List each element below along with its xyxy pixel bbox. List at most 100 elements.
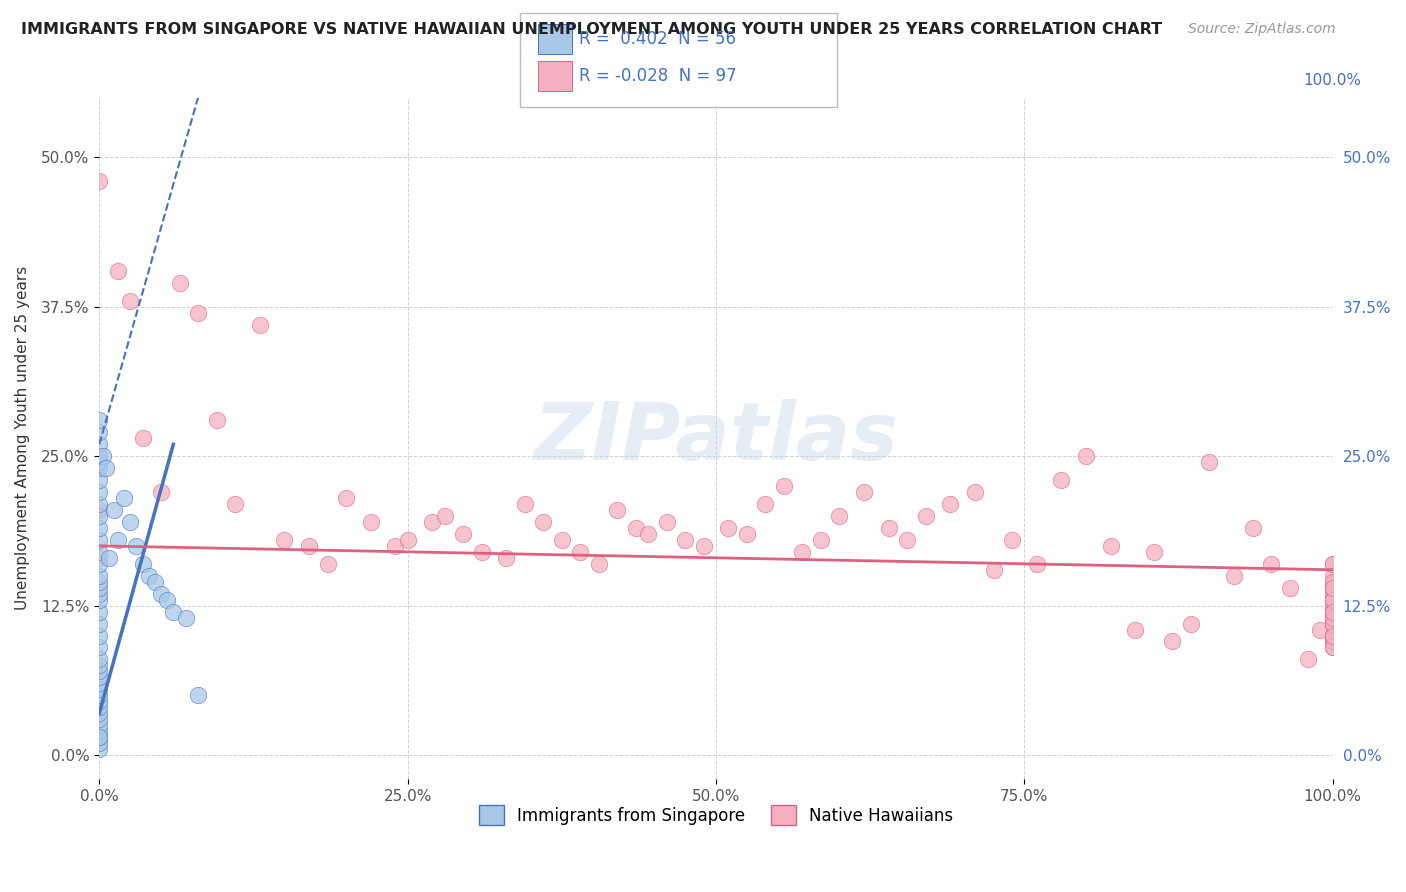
Point [1322,599,1344,613]
Point [125,539,148,553]
Point [1322,581,1344,595]
Point [249,318,271,332]
Point [112,491,135,505]
Point [451,527,474,541]
Point [89,449,111,463]
Point [1322,592,1344,607]
Point [810,533,832,547]
Point [89,665,111,679]
Point [91,449,114,463]
Point [754,497,776,511]
Point [1322,605,1344,619]
Point [89,670,111,684]
Point [965,485,987,500]
Point [89,521,111,535]
Point [360,515,382,529]
Point [120,515,142,529]
Point [107,533,129,547]
Point [89,413,111,427]
Point [1161,634,1184,648]
Point [205,413,228,427]
Point [828,508,851,523]
Point [1322,568,1344,582]
Point [1260,557,1282,571]
Point [1025,557,1047,571]
Point [174,610,197,624]
Point [1198,455,1220,469]
Point [433,508,456,523]
Point [1322,592,1344,607]
Point [138,568,160,582]
Point [1322,605,1344,619]
Point [1322,587,1344,601]
Point [89,568,111,582]
Point [717,521,740,535]
Point [89,640,111,655]
Point [89,550,111,565]
Point [1322,592,1344,607]
Point [89,425,111,440]
Point [1322,592,1344,607]
Point [89,742,111,756]
Text: R =  0.402  N = 56: R = 0.402 N = 56 [579,30,737,48]
Point [224,497,246,511]
Point [273,533,295,547]
Point [1322,640,1344,655]
Point [162,605,184,619]
Point [422,515,444,529]
Point [1125,623,1147,637]
Point [150,485,173,500]
Point [107,264,129,278]
Point [98,550,121,565]
Point [735,527,758,541]
Point [89,688,111,702]
Point [103,503,125,517]
Point [624,521,647,535]
Point [551,533,574,547]
Point [1322,610,1344,624]
Point [169,276,191,290]
Point [1322,574,1344,589]
Point [471,545,494,559]
Point [89,592,111,607]
Point [1322,616,1344,631]
Point [1322,616,1344,631]
Point [89,730,111,744]
Point [1322,581,1344,595]
Point [1074,449,1097,463]
Point [853,485,876,500]
Point [316,557,339,571]
Point [588,557,610,571]
Point [89,718,111,732]
Point [89,174,111,188]
Point [1322,616,1344,631]
Point [89,700,111,714]
Point [1322,628,1344,642]
Point [89,581,111,595]
Point [606,503,628,517]
Point [1322,557,1344,571]
Point [89,652,111,666]
Point [89,712,111,726]
Point [792,545,814,559]
Point [89,628,111,642]
Point [89,676,111,690]
Point [187,688,209,702]
Point [637,527,659,541]
Point [89,461,111,475]
Point [89,616,111,631]
Point [569,545,592,559]
Point [89,587,111,601]
Point [1322,634,1344,648]
Point [150,587,173,601]
Point [396,533,419,547]
Point [89,533,111,547]
Point [143,574,166,589]
Point [89,658,111,673]
Point [89,706,111,721]
Point [89,497,111,511]
Legend: Immigrants from Singapore, Native Hawaiians: Immigrants from Singapore, Native Hawaii… [472,798,960,832]
Point [693,539,716,553]
Point [1322,581,1344,595]
Point [1322,640,1344,655]
